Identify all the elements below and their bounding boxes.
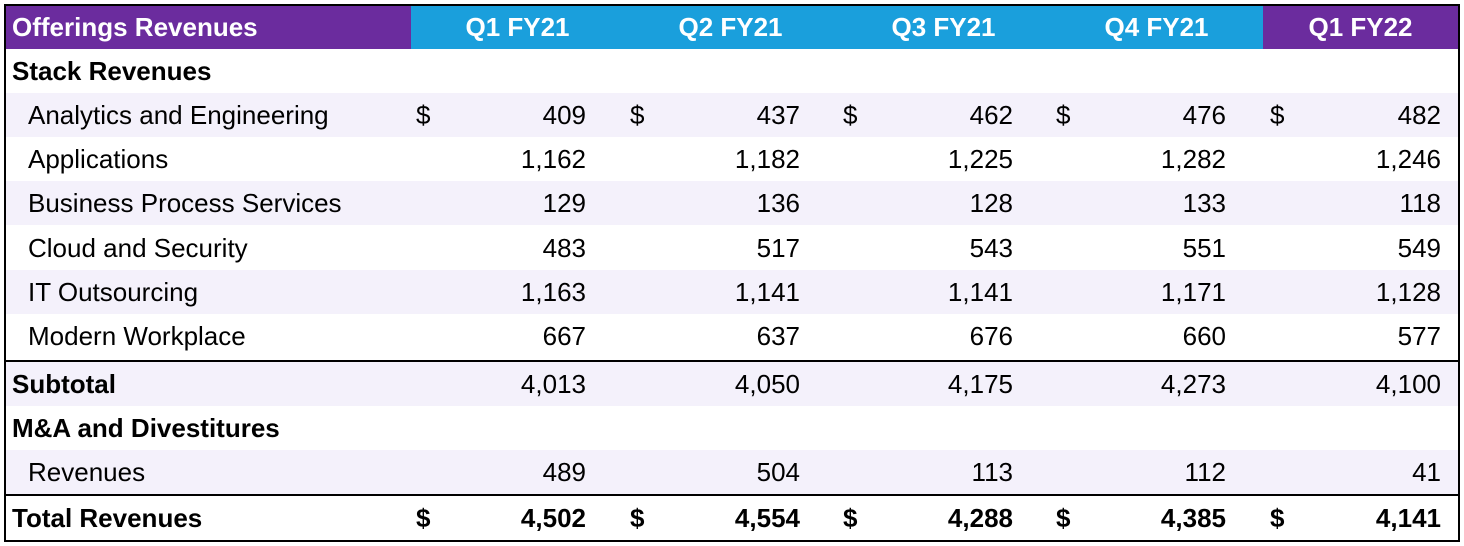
table-row: Modern Workplace 667 637 676 660 577 bbox=[6, 314, 1458, 358]
section-row-ma: M&A and Divestitures bbox=[6, 406, 1458, 450]
cell-q1-fy22: 4,100 bbox=[1375, 369, 1441, 399]
currency-symbol: $ bbox=[1056, 503, 1071, 533]
section-label-ma: M&A and Divestitures bbox=[12, 413, 280, 443]
subtotal-divider bbox=[6, 360, 1458, 362]
cell-q1-fy22: 1,128 bbox=[1375, 277, 1441, 307]
cell-q1-fy22: 549 bbox=[1397, 233, 1441, 263]
currency-symbol: $ bbox=[843, 503, 858, 533]
col-header-q4-fy21: Q4 FY21 bbox=[1050, 6, 1263, 49]
row-label: Revenues bbox=[28, 457, 146, 487]
cell-q2-fy21: 1,141 bbox=[734, 277, 800, 307]
cell-q1-fy22: 1,246 bbox=[1375, 144, 1441, 174]
cell-q2-fy21: 517 bbox=[756, 233, 800, 263]
table-row: IT Outsourcing 1,163 1,141 1,141 1,171 1… bbox=[6, 270, 1458, 314]
row-label: Total Revenues bbox=[12, 503, 203, 533]
cell-q3-fy21: 1,141 bbox=[947, 277, 1013, 307]
cell-q2-fy21: 1,182 bbox=[734, 144, 800, 174]
total-row: Total Revenues $ 4,502 $ 4,554 $ 4,288 $… bbox=[6, 496, 1458, 540]
table-title: Offerings Revenues bbox=[6, 6, 411, 49]
cell-q4-fy21: 476 bbox=[1182, 100, 1226, 130]
row-label: Subtotal bbox=[12, 369, 116, 399]
table-row: Applications 1,162 1,182 1,225 1,282 1,2… bbox=[6, 137, 1458, 181]
table-row: Analytics and Engineering $ 409 $ 437 $ … bbox=[6, 93, 1458, 137]
cell-q2-fy21: 637 bbox=[756, 321, 800, 351]
row-label: IT Outsourcing bbox=[28, 277, 199, 307]
cell-q3-fy21: 4,288 bbox=[947, 503, 1013, 533]
cell-q3-fy21: 128 bbox=[969, 188, 1013, 218]
cell-q4-fy21: 4,273 bbox=[1160, 369, 1226, 399]
cell-q3-fy21: 1,225 bbox=[947, 144, 1013, 174]
cell-q2-fy21: 504 bbox=[756, 457, 800, 487]
row-label: Business Process Services bbox=[28, 188, 342, 218]
cell-q3-fy21: 113 bbox=[971, 457, 1013, 487]
currency-symbol: $ bbox=[416, 503, 431, 533]
cell-q2-fy21: 437 bbox=[756, 100, 800, 130]
cell-q1-fy22: 4,141 bbox=[1375, 503, 1441, 533]
currency-symbol: $ bbox=[1270, 503, 1285, 533]
row-label: Applications bbox=[28, 144, 169, 174]
offerings-revenues-table: Offerings Revenues Q1 FY21 Q2 FY21 Q3 FY… bbox=[4, 4, 1460, 542]
cell-q1-fy21: 489 bbox=[542, 457, 586, 487]
col-header-q2-fy21: Q2 FY21 bbox=[624, 6, 837, 49]
cell-q3-fy21: 676 bbox=[969, 321, 1013, 351]
cell-q3-fy21: 543 bbox=[969, 233, 1013, 263]
cell-q3-fy21: 4,175 bbox=[947, 369, 1013, 399]
table-row: Business Process Services 129 136 128 13… bbox=[6, 181, 1458, 225]
row-label: Analytics and Engineering bbox=[28, 100, 329, 130]
cell-q1-fy22: 118 bbox=[1399, 188, 1441, 218]
col-header-q1-fy22: Q1 FY22 bbox=[1263, 6, 1458, 49]
cell-q1-fy21: 409 bbox=[542, 100, 586, 130]
table-header: Offerings Revenues Q1 FY21 Q2 FY21 Q3 FY… bbox=[6, 6, 1458, 49]
cell-q1-fy21: 129 bbox=[542, 188, 586, 218]
row-label: Modern Workplace bbox=[28, 321, 246, 351]
cell-q1-fy22: 482 bbox=[1397, 100, 1441, 130]
currency-symbol: $ bbox=[1056, 100, 1071, 130]
cell-q4-fy21: 660 bbox=[1182, 321, 1226, 351]
cell-q2-fy21: 4,554 bbox=[734, 503, 800, 533]
cell-q1-fy21: 4,013 bbox=[520, 369, 586, 399]
cell-q2-fy21: 136 bbox=[756, 188, 800, 218]
cell-q4-fy21: 112 bbox=[1184, 457, 1226, 487]
cell-q4-fy21: 551 bbox=[1182, 233, 1226, 263]
total-divider bbox=[6, 494, 1458, 496]
row-label: Cloud and Security bbox=[28, 233, 248, 263]
cell-q2-fy21: 4,050 bbox=[734, 369, 800, 399]
cell-q1-fy21: 1,162 bbox=[520, 144, 586, 174]
cell-q1-fy21: 4,502 bbox=[520, 503, 586, 533]
cell-q4-fy21: 4,385 bbox=[1160, 503, 1226, 533]
cell-q4-fy21: 133 bbox=[1182, 188, 1226, 218]
col-header-q3-fy21: Q3 FY21 bbox=[837, 6, 1050, 49]
table-row: Cloud and Security 483 517 543 551 549 bbox=[6, 226, 1458, 270]
currency-symbol: $ bbox=[1270, 100, 1285, 130]
table-row: Revenues 489 504 113 112 41 bbox=[6, 450, 1458, 494]
currency-symbol: $ bbox=[416, 100, 431, 130]
section-label-stack: Stack Revenues bbox=[12, 56, 212, 86]
cell-q1-fy21: 483 bbox=[542, 233, 586, 263]
cell-q1-fy21: 1,163 bbox=[520, 277, 586, 307]
cell-q1-fy22: 41 bbox=[1412, 457, 1441, 487]
subtotal-row: Subtotal 4,013 4,050 4,175 4,273 4,100 bbox=[6, 362, 1458, 406]
currency-symbol: $ bbox=[630, 503, 645, 533]
cell-q4-fy21: 1,171 bbox=[1160, 277, 1226, 307]
cell-q1-fy21: 667 bbox=[542, 321, 586, 351]
col-header-q1-fy21: Q1 FY21 bbox=[411, 6, 624, 49]
cell-q3-fy21: 462 bbox=[969, 100, 1013, 130]
cell-q1-fy22: 577 bbox=[1397, 321, 1441, 351]
currency-symbol: $ bbox=[843, 100, 858, 130]
currency-symbol: $ bbox=[630, 100, 645, 130]
section-row-stack: Stack Revenues bbox=[6, 49, 1458, 93]
cell-q4-fy21: 1,282 bbox=[1160, 144, 1226, 174]
